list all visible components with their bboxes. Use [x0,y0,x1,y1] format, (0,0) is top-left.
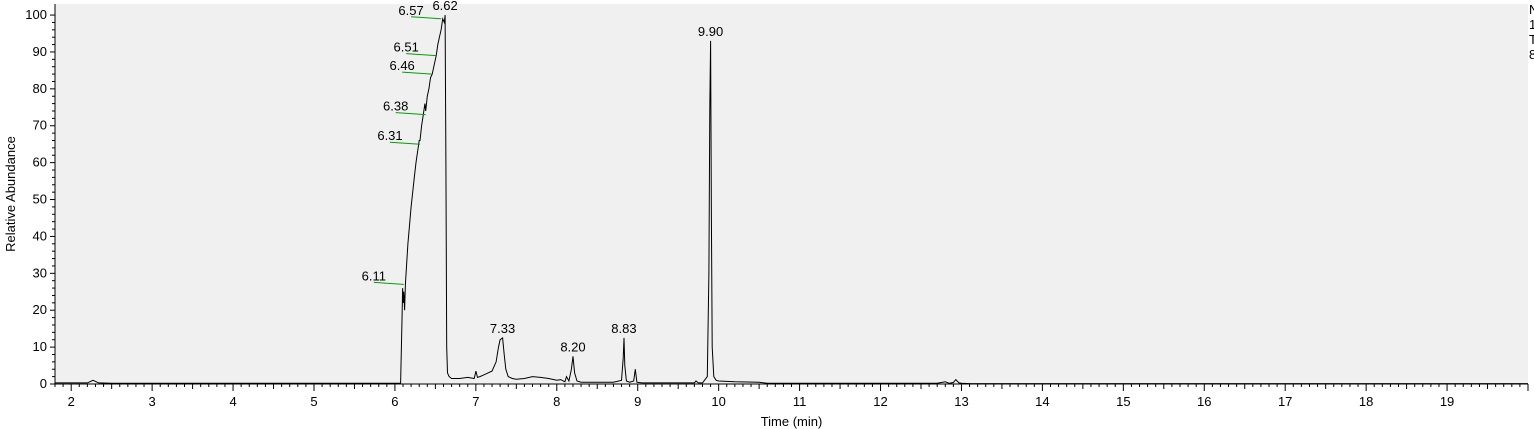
edge-text-char: T [1529,32,1534,47]
x-tick-label: 9 [634,394,641,409]
x-tick-label: 4 [229,394,236,409]
x-tick-label: 8 [553,394,560,409]
y-tick-label: 0 [40,376,47,391]
edge-text-char: 1 [1529,17,1534,32]
x-tick-label: 10 [711,394,725,409]
x-tick-label: 7 [472,394,479,409]
x-tick-label: 17 [1278,394,1292,409]
peak-label: 6.46 [389,58,414,73]
x-tick-label: 11 [793,394,807,409]
peak-label: 6.62 [432,0,457,13]
peak-marker [395,112,426,116]
x-tick-label: 12 [873,394,887,409]
y-tick-label: 60 [33,155,47,170]
y-tick-label: 100 [25,7,47,22]
y-axis-title: Relative Abundance [3,136,18,252]
x-axis-title: Time (min) [761,414,823,429]
peak-label: 6.57 [398,3,423,18]
peak-label: 6.11 [362,268,386,283]
peak-marker [411,16,442,20]
peak-label: 6.31 [377,128,402,143]
x-tick-label: 13 [954,394,968,409]
edge-text-char: 8 [1529,47,1534,62]
peak-label: 8.20 [560,339,585,354]
x-tick-labels: 2 3 4 5 6 7 8 9 10 11 12 13 14 15 16 17 18 19 [68,394,1455,409]
y-tick-label: 80 [33,81,47,96]
plot-area [55,4,1528,384]
x-tick-label: 19 [1440,394,1454,409]
x-tick-label: 2 [68,394,75,409]
peak-marker [373,281,404,285]
y-tick-label: 20 [33,302,47,317]
chromatogram-trace [55,15,1528,385]
y-tick-label: 30 [33,265,47,280]
y-tick-labels: 0 10 20 30 40 50 60 70 80 90 100 [25,7,47,391]
y-tick-label: 40 [33,228,47,243]
peak-label: 6.51 [394,40,419,55]
x-tick-label: 3 [149,394,156,409]
y-tick-label: 10 [33,339,47,354]
peak-label: 7.33 [490,321,515,336]
peak-marker [389,141,421,145]
peak-marker [406,53,437,57]
peak-label: 8.83 [611,321,636,336]
peak-label: 9.90 [698,24,723,39]
x-tick-label: 18 [1359,394,1373,409]
peak-marker [402,71,433,75]
x-tick-label: 6 [391,394,398,409]
y-tick-label: 90 [33,44,47,59]
y-tick-label: 70 [33,118,47,133]
peak-markers [373,16,442,285]
peak-label: 6.38 [383,99,408,114]
x-tick-label: 15 [1116,394,1130,409]
y-tick-label: 50 [33,192,47,207]
edge-text-char: N [1529,2,1534,17]
x-tick-label: 16 [1197,394,1211,409]
peak-labels: 6.11 6.31 6.38 6.46 6.51 6.57 6.62 7.33 8.20 8.83… [362,0,724,354]
x-tick-label: 14 [1035,394,1049,409]
x-tick-label: 5 [310,394,317,409]
